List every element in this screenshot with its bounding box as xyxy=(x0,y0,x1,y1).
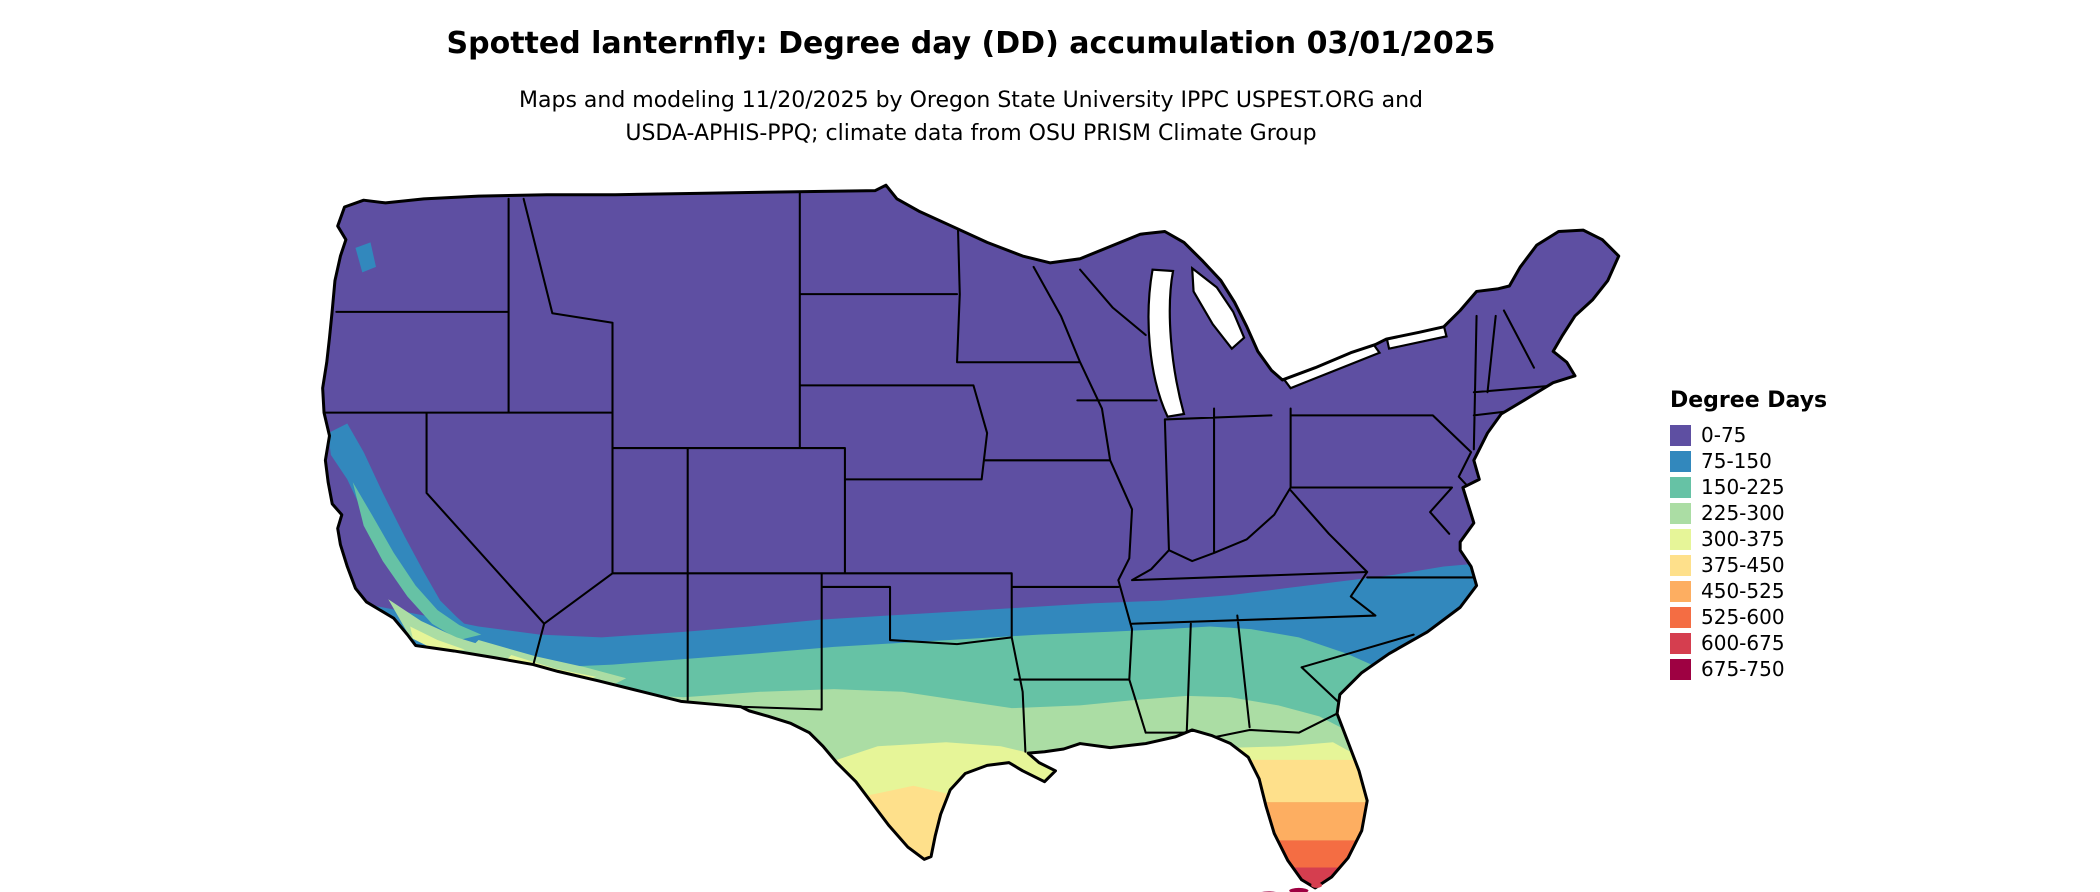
legend-row: 675-750 xyxy=(1670,656,1827,682)
legend-label: 75-150 xyxy=(1701,449,1772,473)
legend-swatch xyxy=(1670,580,1691,602)
band-0-75 xyxy=(322,185,1619,888)
band-375-450-texas xyxy=(855,785,955,864)
legend-label: 450-525 xyxy=(1701,579,1785,603)
legend-label: 525-600 xyxy=(1701,605,1785,629)
legend-swatch xyxy=(1670,502,1691,524)
figure-subtitle: Maps and modeling 11/20/2025 by Oregon S… xyxy=(271,84,1671,150)
florida-keys-3 xyxy=(1311,882,1323,888)
legend-label: 225-300 xyxy=(1701,501,1785,525)
legend-title: Degree Days xyxy=(1670,388,1828,413)
legend: Degree Days 0-75 75-150 150-225 225-300 … xyxy=(1670,388,1827,682)
legend-label: 675-750 xyxy=(1701,657,1785,681)
legend-row: 375-450 xyxy=(1670,552,1827,578)
legend-label: 375-450 xyxy=(1701,553,1785,577)
legend-row: 0-75 xyxy=(1670,422,1827,448)
band-300-375 xyxy=(820,742,1619,888)
legend-label: 0-75 xyxy=(1701,423,1747,447)
legend-label: 150-225 xyxy=(1701,475,1785,499)
band-525-600-florida xyxy=(1244,840,1619,868)
legend-swatch xyxy=(1670,632,1691,654)
lake-michigan xyxy=(1147,268,1186,418)
band-225-300 xyxy=(410,675,1619,888)
legend-label: 600-675 xyxy=(1701,631,1785,655)
puget-sound-blue-patch xyxy=(355,242,376,273)
california-coast-blue-patch xyxy=(328,423,471,632)
us-outline xyxy=(321,183,1621,890)
legend-swatch xyxy=(1670,658,1691,680)
legend-label: 300-375 xyxy=(1701,527,1785,551)
socal-yellowgreen-patch xyxy=(410,626,465,653)
lake-huron xyxy=(1190,265,1246,351)
legend-swatch xyxy=(1670,606,1691,628)
arizona-green-patch xyxy=(467,640,627,687)
legend-swatch xyxy=(1670,554,1691,576)
legend-row: 75-150 xyxy=(1670,448,1827,474)
legend-row: 150-225 xyxy=(1670,474,1827,500)
legend-row: 600-675 xyxy=(1670,630,1827,656)
band-375-450-florida xyxy=(1233,759,1619,803)
subtitle-line-2: USDA-APHIS-PPQ; climate data from OSU PR… xyxy=(625,121,1317,146)
legend-row: 525-600 xyxy=(1670,604,1827,630)
legend-row: 225-300 xyxy=(1670,500,1827,526)
band-450-525-florida xyxy=(1237,802,1619,841)
legend-swatch xyxy=(1670,528,1691,550)
legend-swatch xyxy=(1670,424,1691,446)
subtitle-line-1: Maps and modeling 11/20/2025 by Oregon S… xyxy=(519,88,1423,113)
legend-row: 450-525 xyxy=(1670,578,1827,604)
figure-title: Spotted lanternfly: Degree day (DD) accu… xyxy=(446,26,1496,61)
legend-row: 300-375 xyxy=(1670,526,1827,552)
state-borders xyxy=(324,192,1557,753)
legend-swatch xyxy=(1670,476,1691,498)
florida-keys-2 xyxy=(1289,887,1309,892)
legend-swatch xyxy=(1670,450,1691,472)
